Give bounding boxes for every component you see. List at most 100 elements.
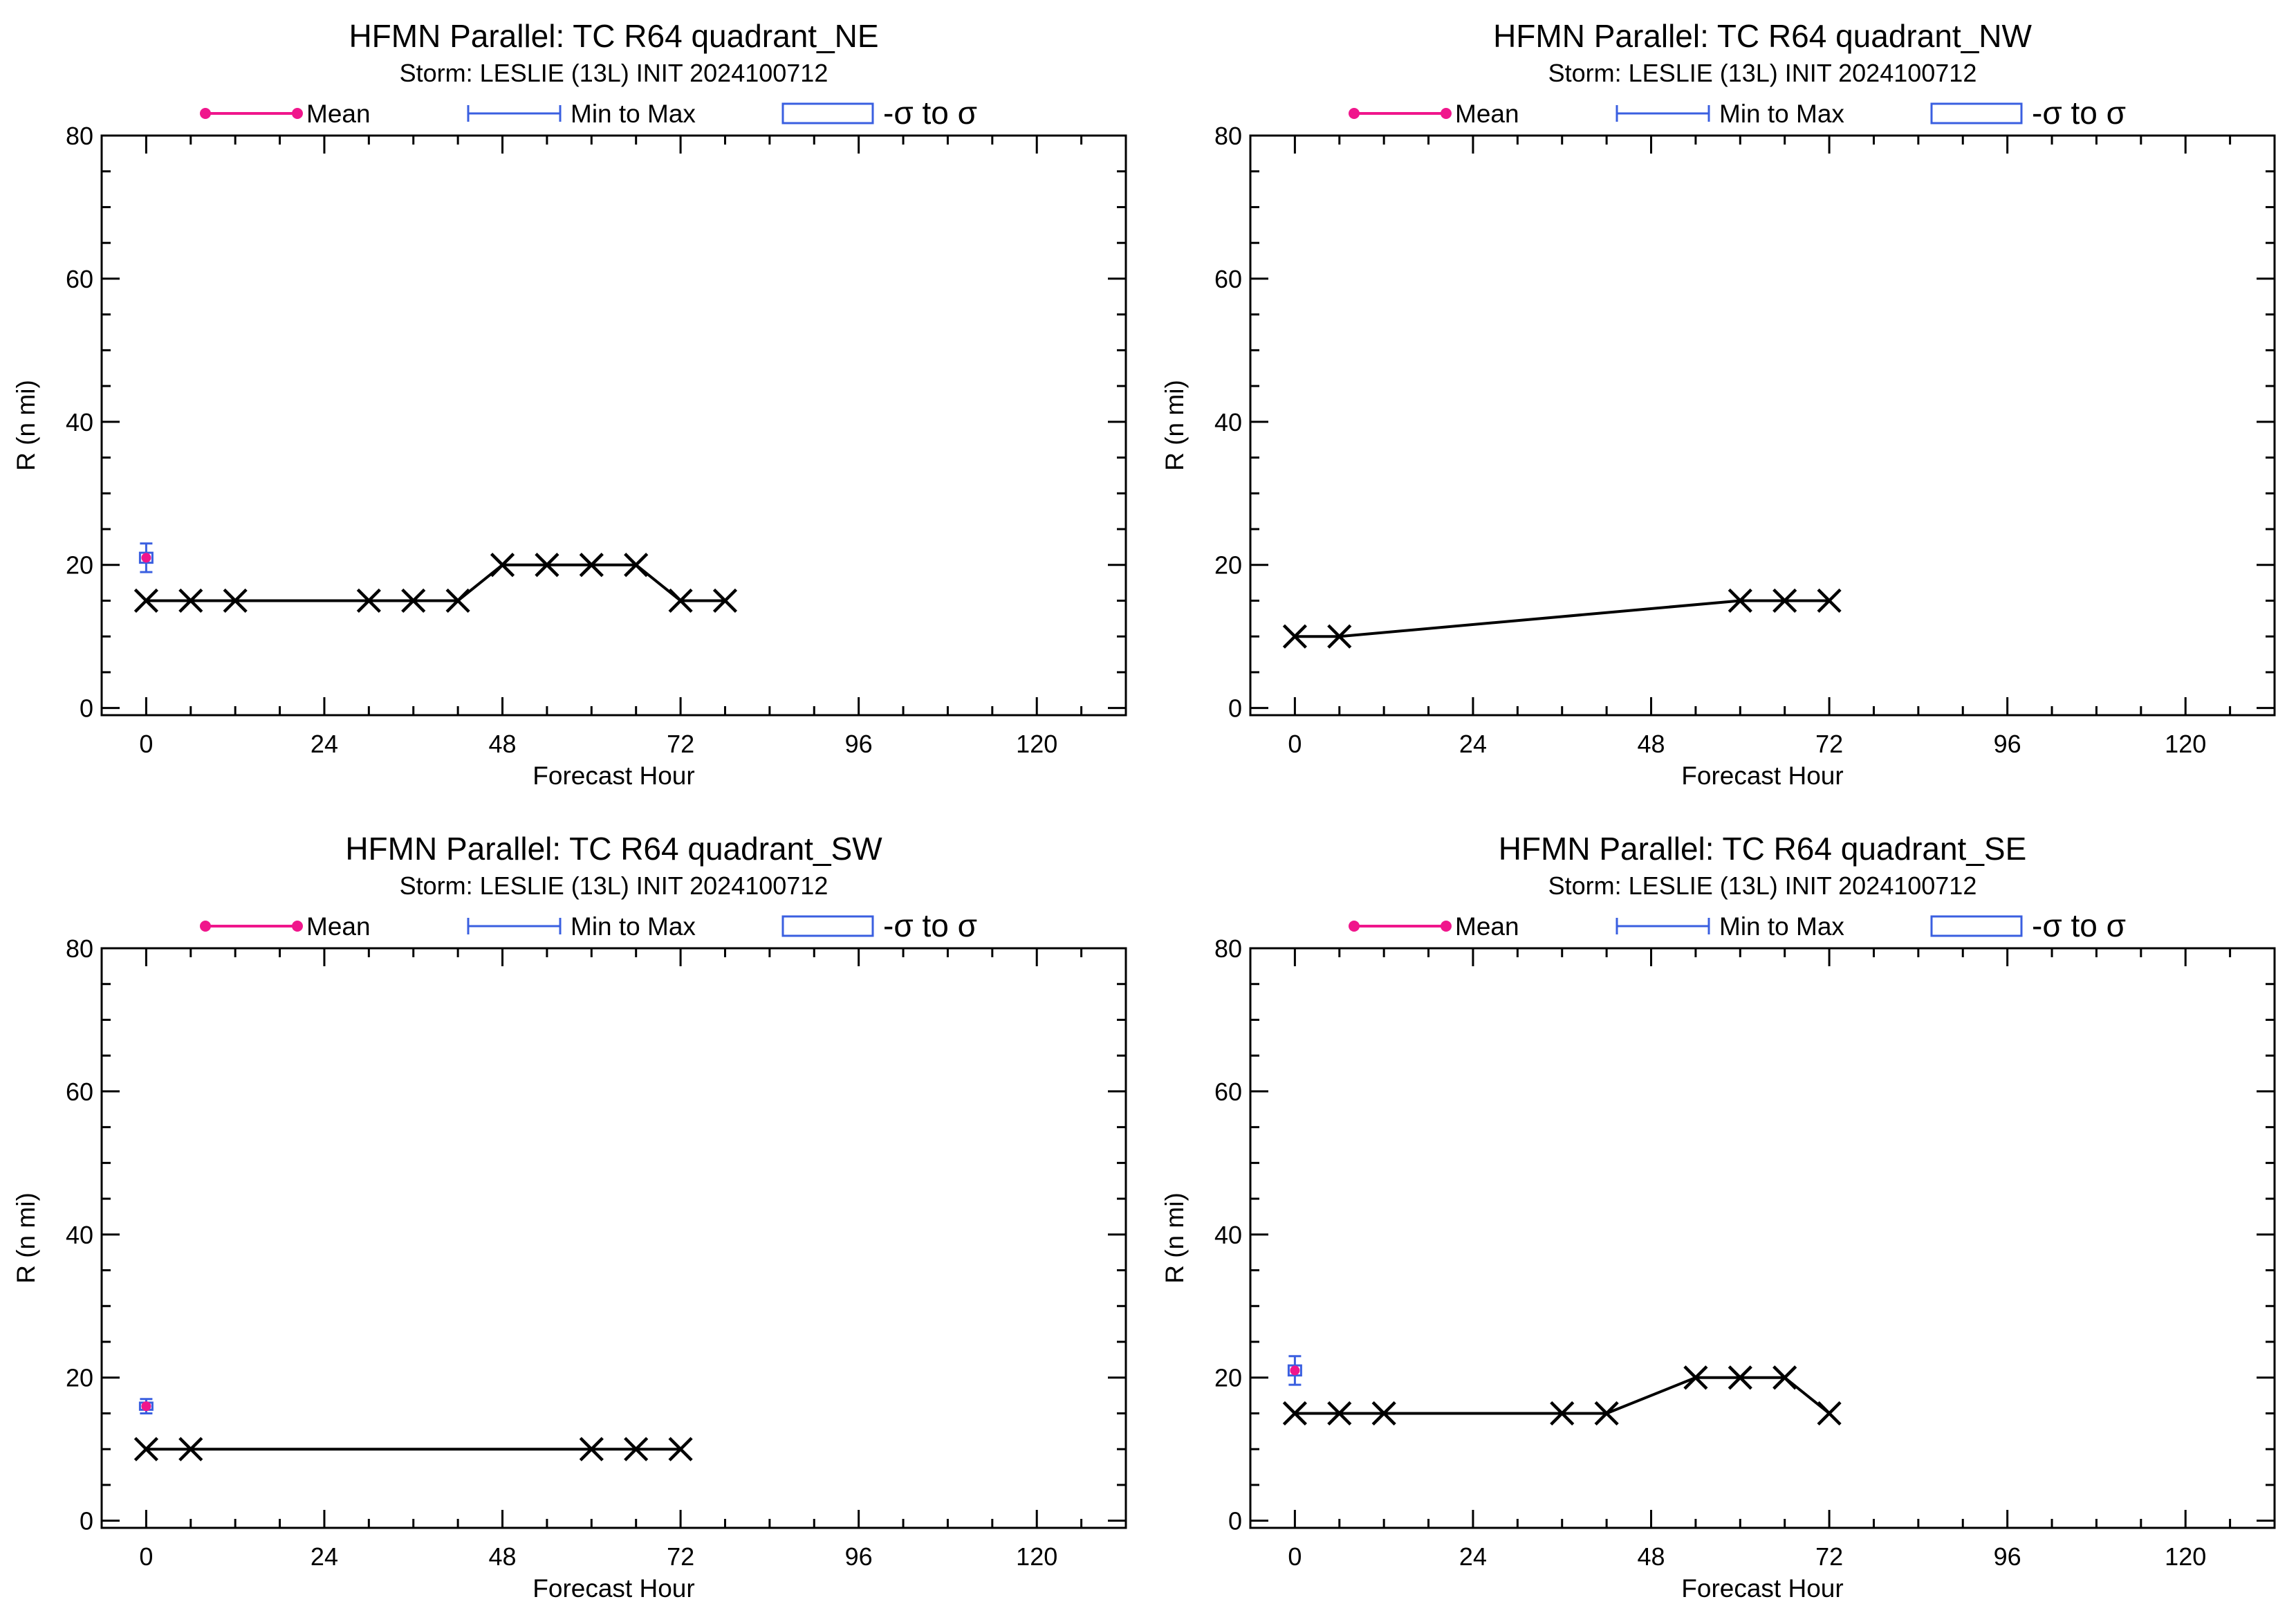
x-tick-label: 96	[845, 730, 873, 758]
legend-sigma-box	[1930, 102, 2023, 124]
data-point	[490, 553, 515, 578]
x-tick-label: 96	[1994, 730, 2021, 758]
y-tick-label: 60	[1214, 265, 1242, 293]
legend-sigma-box	[781, 102, 874, 124]
x-tick-label: 48	[1637, 1542, 1665, 1571]
chart-title: HFMN Parallel: TC R64 quadrant_SW	[345, 831, 882, 867]
x-tick-label: 120	[1016, 1542, 1057, 1571]
chart-panel: HFMN Parallel: TC R64 quadrant_NW Storm: …	[1160, 18, 2276, 790]
chart-title: HFMN Parallel: TC R64 quadrant_NE	[349, 18, 878, 54]
x-tick-label: 24	[311, 1542, 338, 1571]
legend: Mean Min to Max -σ to σ	[1349, 907, 2126, 943]
legend-mean-marker	[1441, 108, 1452, 119]
x-tick-label: 0	[1288, 730, 1302, 758]
data-point	[1817, 588, 1842, 613]
mean-marker	[141, 553, 151, 563]
data-point	[579, 1437, 604, 1461]
x-tick-label: 0	[139, 1542, 153, 1571]
x-tick-label: 0	[1288, 1542, 1302, 1571]
x-tick-label: 120	[2165, 1542, 2206, 1571]
data-point	[668, 588, 693, 613]
mean-marker	[141, 1401, 151, 1412]
x-tick-label: 96	[1994, 1542, 2021, 1571]
y-axis-label: R (n mi)	[1160, 1192, 1189, 1284]
y-axis-label: R (n mi)	[12, 1192, 40, 1284]
legend-sigma-box	[781, 915, 874, 937]
x-tick-label: 120	[1016, 730, 1057, 758]
legend-mean-marker	[1349, 921, 1360, 932]
legend-range-label: Min to Max	[571, 100, 696, 128]
data-point	[624, 1437, 649, 1461]
x-tick-label: 72	[667, 1542, 694, 1571]
legend-mean-label: Mean	[1455, 912, 1519, 941]
x-tick-label: 24	[311, 730, 338, 758]
legend-mean-label: Mean	[1455, 100, 1519, 128]
y-tick-label: 20	[1214, 551, 1242, 580]
data-point	[1594, 1401, 1619, 1426]
data-point	[1327, 1401, 1352, 1426]
legend-mean-marker	[292, 108, 303, 119]
x-tick-label: 48	[1637, 730, 1665, 758]
legend: Mean Min to Max -σ to σ	[1349, 95, 2126, 131]
data-point	[356, 588, 381, 613]
y-tick-label: 60	[1214, 1078, 1242, 1106]
y-tick-label: 20	[66, 1364, 93, 1392]
series-line	[146, 563, 725, 602]
data-point	[1728, 1365, 1752, 1390]
legend: Mean Min to Max -σ to σ	[200, 907, 977, 943]
legend-sigma-label: -σ to σ	[883, 95, 977, 131]
data-point	[1728, 588, 1752, 613]
y-tick-label: 60	[66, 265, 93, 293]
data-point	[624, 553, 649, 578]
data-point	[1817, 1401, 1842, 1426]
legend-mean-marker	[200, 921, 211, 932]
y-axis-label: R (n mi)	[1160, 380, 1189, 471]
x-tick-label: 120	[2165, 730, 2206, 758]
legend-mean-marker	[200, 108, 211, 119]
legend-range-label: Min to Max	[1719, 912, 1844, 941]
legend-mean-label: Mean	[306, 100, 371, 128]
chart-subtitle: Storm: LESLIE (13L) INIT 2024100712	[1548, 871, 1977, 900]
legend: Mean Min to Max -σ to σ	[200, 95, 977, 131]
y-tick-label: 80	[1214, 122, 1242, 150]
data-point	[579, 553, 604, 578]
data-point	[223, 588, 248, 613]
plot-frame	[100, 947, 1127, 1529]
chart-panel: HFMN Parallel: TC R64 quadrant_SW Storm: …	[12, 831, 1127, 1603]
chart-title: HFMN Parallel: TC R64 quadrant_NW	[1493, 18, 2032, 54]
data-point	[1282, 1401, 1307, 1426]
y-tick-label: 80	[66, 122, 93, 150]
data-point	[1772, 588, 1797, 613]
legend-sigma-label: -σ to σ	[2032, 907, 2126, 943]
data-point	[1772, 1365, 1797, 1390]
chart-subtitle: Storm: LESLIE (13L) INIT 2024100712	[1548, 59, 1977, 87]
x-axis-label: Forecast Hour	[533, 762, 694, 790]
chart-panel: HFMN Parallel: TC R64 quadrant_SE Storm: …	[1160, 831, 2276, 1603]
y-tick-label: 80	[1214, 934, 1242, 963]
data-point	[1327, 624, 1352, 649]
x-tick-label: 48	[488, 730, 516, 758]
data-point	[712, 588, 738, 613]
y-tick-label: 0	[80, 694, 93, 723]
y-tick-label: 40	[1214, 1221, 1242, 1249]
sigma-box	[138, 551, 154, 564]
legend-range-label: Min to Max	[1719, 100, 1844, 128]
y-tick-label: 40	[66, 408, 93, 436]
legend-sigma-label: -σ to σ	[883, 907, 977, 943]
x-axis-label: Forecast Hour	[533, 1574, 694, 1603]
x-tick-label: 96	[845, 1542, 873, 1571]
data-point	[1282, 624, 1307, 649]
y-tick-label: 80	[66, 934, 93, 963]
x-axis-label: Forecast Hour	[1681, 762, 1843, 790]
plot-frame	[1249, 947, 2276, 1529]
data-point	[535, 553, 559, 578]
x-tick-label: 72	[1815, 1542, 1843, 1571]
data-point	[1550, 1401, 1575, 1426]
chart-title: HFMN Parallel: TC R64 quadrant_SE	[1499, 831, 2027, 867]
legend-sigma-label: -σ to σ	[2032, 95, 2126, 131]
y-tick-label: 0	[1228, 694, 1242, 723]
legend-range-label: Min to Max	[571, 912, 696, 941]
legend-sigma-box	[1930, 915, 2023, 937]
data-point	[445, 588, 470, 613]
y-tick-label: 40	[1214, 408, 1242, 436]
